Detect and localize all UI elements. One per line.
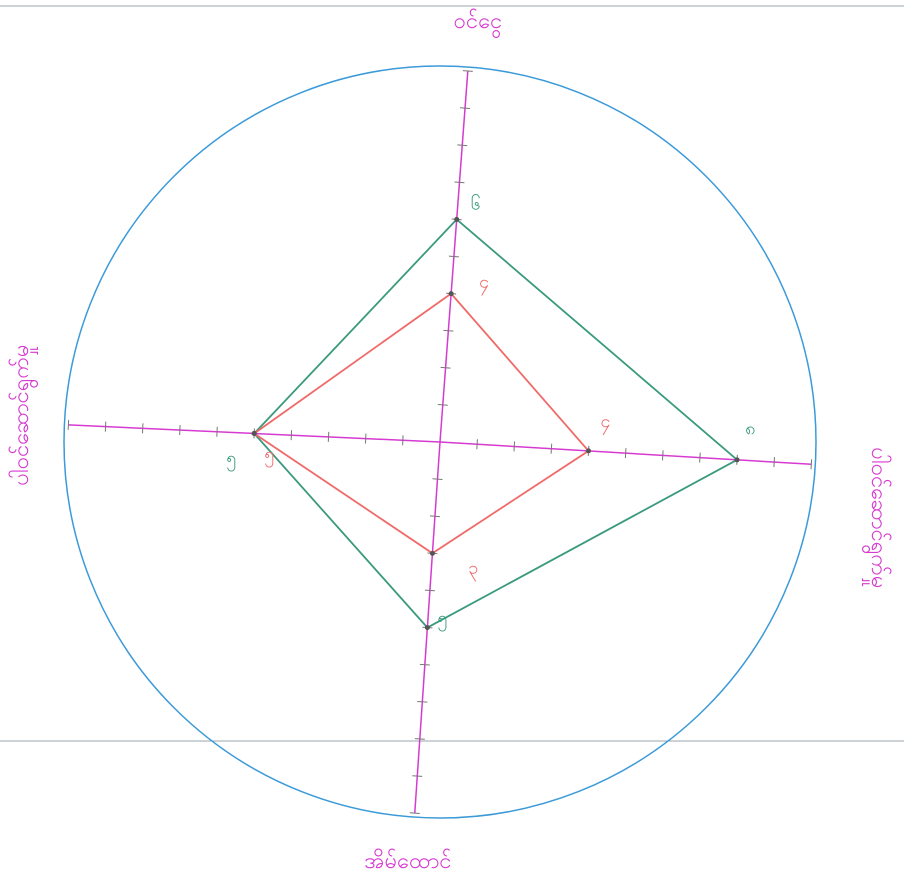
series-2-value-label: ၄	[601, 411, 611, 435]
axis-label-bottom: အိမ်ထောင်	[364, 848, 451, 874]
series-2-point	[586, 448, 592, 454]
series-1-point	[424, 625, 430, 631]
axis-bottom-tick	[429, 515, 440, 518]
axis-right-tick	[662, 450, 664, 461]
series-2-point	[429, 550, 435, 556]
axis-right-tick	[513, 441, 516, 452]
axis-top-tick	[437, 404, 448, 406]
series-1-point	[454, 216, 460, 222]
axis-bottom-tick	[409, 812, 420, 814]
axis-bottom-tick	[419, 663, 430, 666]
axis-top-tick	[454, 181, 465, 184]
axis-top-tick	[460, 107, 471, 110]
series-2-point	[448, 291, 454, 297]
series-1-point	[734, 457, 740, 463]
axis-bottom-tick	[417, 700, 428, 703]
axis-right-tick	[476, 439, 478, 450]
series-2-point	[251, 430, 257, 436]
series-1-polygon	[252, 218, 739, 629]
radar-axes	[67, 70, 813, 814]
series-2-value-label: ၄	[479, 272, 489, 296]
axis-bottom-tick	[432, 478, 443, 480]
axis-right-tick	[699, 452, 701, 463]
axis-label-left: ပါဝင်ဆောင်ရွက်မှု	[8, 344, 39, 485]
axis-top-tick	[448, 255, 459, 258]
axis-top-tick	[440, 366, 451, 369]
series-1-value-label: ၅	[226, 447, 236, 471]
axis-top-tick	[457, 144, 468, 147]
axis-top-tick	[462, 70, 473, 72]
axis-bottom-tick	[414, 738, 425, 740]
axis-right-tick	[624, 448, 627, 459]
series-1-value-label: ၈	[745, 418, 755, 439]
series-2-value-label: ၃	[468, 557, 478, 581]
axis-right-tick	[550, 443, 553, 454]
series-2-value-label: ၅	[264, 443, 274, 467]
axis-bottom-tick	[424, 589, 435, 592]
axis-right-tick	[773, 457, 775, 468]
axis-label-top: ဝင်ငွေ	[454, 8, 503, 39]
radar-outer-circle	[63, 65, 817, 819]
axis-label-right: ပါဝင်ဆောင်ရွက်မှု	[861, 447, 892, 588]
axis-top-tick	[443, 329, 454, 332]
axis-right-tick	[810, 459, 813, 470]
axis-bottom-tick	[412, 775, 423, 777]
series-1-value-label: ၆	[471, 193, 481, 214]
series-1-value-label: ၅	[437, 608, 447, 632]
series-2-polygon	[252, 292, 590, 555]
